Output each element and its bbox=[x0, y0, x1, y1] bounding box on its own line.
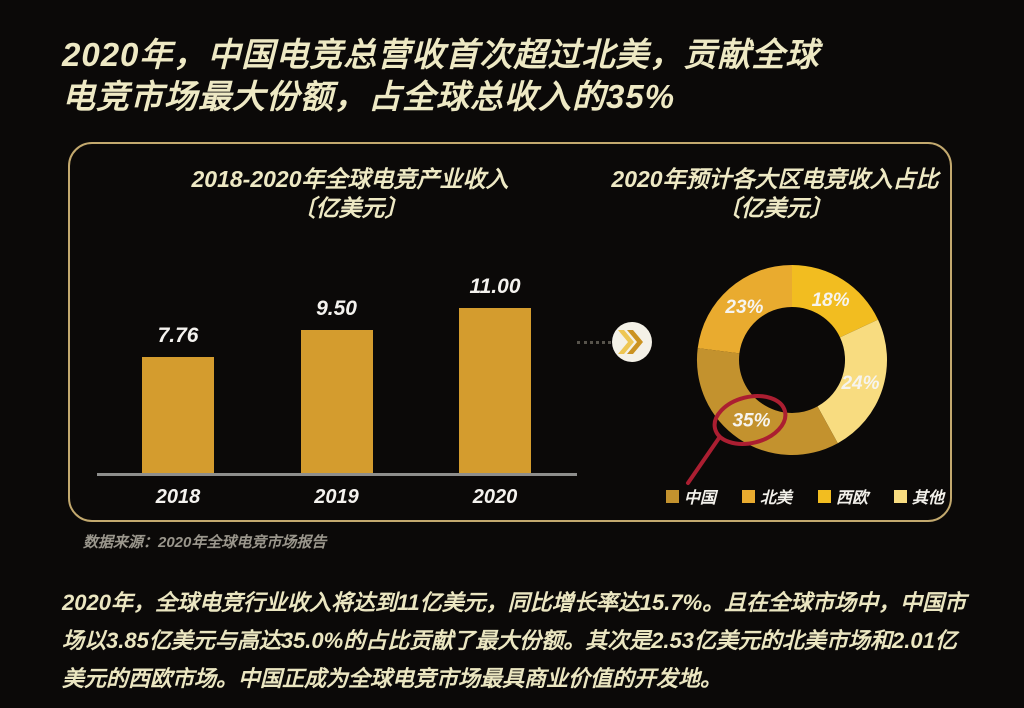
bar-chart-title: 2018-2020年全球电竞产业收入 〔亿美元〕 bbox=[125, 165, 575, 223]
arrow-circle-badge bbox=[612, 322, 652, 362]
legend-swatch bbox=[666, 489, 679, 503]
legend-item-北美: 北美 bbox=[742, 484, 792, 508]
double-chevron-right-icon bbox=[618, 330, 643, 354]
donut-slice-label: 18% bbox=[812, 290, 850, 311]
bar-chart-plot: 7.76 2018 9.50 2019 11.00 2020 bbox=[97, 275, 577, 508]
dotted-connector-line bbox=[577, 341, 611, 344]
donut-slice-其他 bbox=[817, 319, 888, 444]
charts-panel: 2018-2020年全球电竞产业收入 〔亿美元〕 2020年预计各大区电竞收入占… bbox=[68, 142, 952, 522]
bar-value-label: 11.00 bbox=[469, 275, 521, 298]
page-title: 2020年，中国电竞总营收首次超过北美，贡献全球 电竞市场最大份额，占全球总收入… bbox=[62, 34, 942, 118]
page-title-line1: 2020年，中国电竞总营收首次超过北美，贡献全球 bbox=[62, 36, 820, 73]
bar-category-label: 2020 bbox=[472, 486, 518, 508]
donut-legend: 中国 北美 西欧 其他 bbox=[666, 484, 944, 508]
bar-chart-unit-label: 〔亿美元〕 bbox=[292, 195, 408, 221]
legend-swatch bbox=[894, 489, 908, 503]
legend-label: 西欧 bbox=[836, 490, 869, 507]
donut-chart-title-text: 2020年预计各大区电竞收入占比 bbox=[611, 166, 939, 192]
donut-slice-中国 bbox=[696, 348, 838, 455]
bar-2018 bbox=[142, 357, 214, 473]
legend-item-其他: 其他 bbox=[894, 484, 944, 508]
data-source-note: 数据来源：2020年全球电竞市场报告 bbox=[83, 534, 327, 551]
summary-paragraph: 2020年，全球电竞行业收入将达到11亿美元，同比增长率达15.7%。且在全球市… bbox=[62, 584, 972, 698]
bar-value-label: 9.50 bbox=[316, 297, 357, 320]
donut-chart: 18% 24% 35% 23% bbox=[692, 260, 892, 460]
legend-item-中国: 中国 bbox=[666, 484, 716, 508]
summary-line2: 场以3.85亿美元与高达35.0%的占比贡献了最大份额。其次是2.53亿美元的北… bbox=[62, 628, 957, 653]
donut-slice-西欧 bbox=[792, 265, 878, 338]
bar-chart-title-text: 2018-2020年全球电竞产业收入 bbox=[191, 166, 509, 192]
donut-slice-label: 24% bbox=[840, 373, 879, 394]
donut-chart-title: 2020年预计各大区电竞收入占比 〔亿美元〕 bbox=[570, 165, 980, 223]
bar-2020 bbox=[459, 308, 531, 473]
donut-svg: 18% 24% 35% 23% bbox=[696, 265, 888, 455]
donut-chart-unit-label: 〔亿美元〕 bbox=[717, 195, 833, 221]
legend-label: 其他 bbox=[912, 490, 945, 507]
bar-value-label: 7.76 bbox=[157, 324, 199, 347]
legend-swatch bbox=[818, 489, 832, 503]
legend-label: 北美 bbox=[760, 490, 793, 507]
page-title-line2: 电竞市场最大份额，占全球总收入的35% bbox=[62, 78, 676, 115]
donut-slice-label: 23% bbox=[724, 297, 763, 318]
donut-slice-label: 35% bbox=[732, 411, 770, 432]
legend-swatch bbox=[742, 489, 756, 503]
bar-category-label: 2019 bbox=[314, 486, 359, 508]
summary-line1: 2020年，全球电竞行业收入将达到11亿美元，同比增长率达15.7%。且在全球市… bbox=[62, 590, 967, 615]
bar-2019 bbox=[300, 330, 373, 473]
donut-slice-北美 bbox=[697, 265, 792, 354]
bar-category-label: 2018 bbox=[155, 486, 201, 508]
summary-line3: 美元的西欧市场。中国正成为全球电竞市场最具商业价值的开发地。 bbox=[62, 666, 723, 691]
legend-item-西欧: 西欧 bbox=[818, 484, 868, 508]
legend-label: 中国 bbox=[684, 490, 717, 507]
